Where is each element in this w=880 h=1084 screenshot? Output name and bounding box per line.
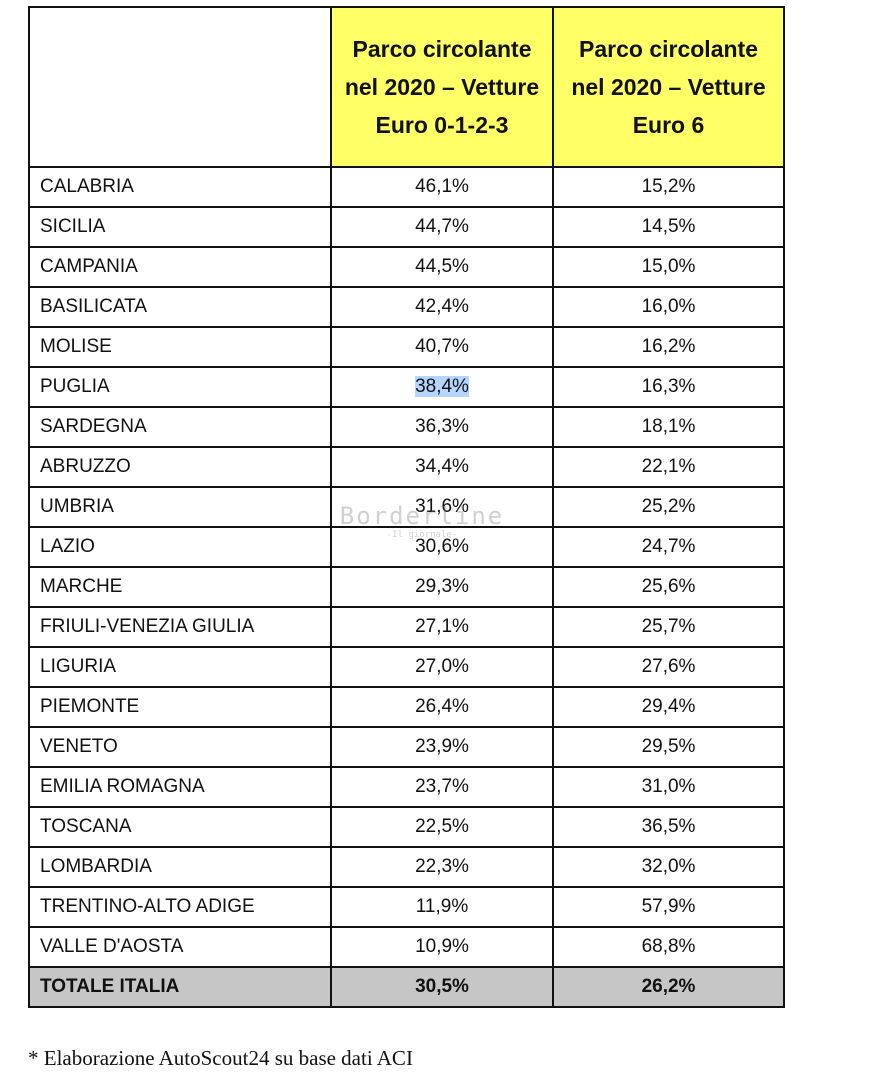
table-cell: PUGLIA — [28, 366, 332, 408]
table-row: TOSCANA 22,5% 36,5% — [28, 806, 785, 848]
table-cell: 27,1% — [330, 606, 554, 648]
table-cell: 22,3% — [330, 846, 554, 888]
table-cell: 31,6% — [330, 486, 554, 528]
table-cell: 14,5% — [552, 206, 785, 248]
table-cell: UMBRIA — [28, 486, 332, 528]
table-row: TRENTINO-ALTO ADIGE 11,9% 57,9% — [28, 886, 785, 928]
table-cell: 25,6% — [552, 566, 785, 608]
table-cell: 11,9% — [330, 886, 554, 928]
table-cell: 18,1% — [552, 406, 785, 448]
table-cell: 32,0% — [552, 846, 785, 888]
table-cell: LIGURIA — [28, 646, 332, 688]
table-cell: 25,2% — [552, 486, 785, 528]
header-cell: Parco circolante nel 2020 – Vetture Euro… — [330, 6, 554, 168]
table-cell: TRENTINO-ALTO ADIGE — [28, 886, 332, 928]
table-cell: 15,2% — [552, 166, 785, 208]
table-cell: 15,0% — [552, 246, 785, 288]
table-cell: 26,4% — [330, 686, 554, 728]
table-cell: 38,4% — [330, 366, 554, 408]
total-cell: 30,5% — [330, 966, 554, 1008]
table-cell: PIEMONTE — [28, 686, 332, 728]
table-cell: 36,3% — [330, 406, 554, 448]
total-cell: 26,2% — [552, 966, 785, 1008]
footnote: * Elaborazione AutoScout24 su base dati … — [28, 1046, 413, 1070]
table-cell: 10,9% — [330, 926, 554, 968]
table-row: MOLISE 40,7% 16,2% — [28, 326, 785, 368]
table-cell: 36,5% — [552, 806, 785, 848]
table-cell: TOSCANA — [28, 806, 332, 848]
table-cell: MARCHE — [28, 566, 332, 608]
table-row: LAZIO 30,6% 24,7% — [28, 526, 785, 568]
table-cell: 34,4% — [330, 446, 554, 488]
header-cell — [28, 6, 332, 168]
table-cell: 16,0% — [552, 286, 785, 328]
table-cell: CALABRIA — [28, 166, 332, 208]
table-cell: 40,7% — [330, 326, 554, 368]
selected-text: 38,4% — [415, 376, 469, 397]
table-cell: 42,4% — [330, 286, 554, 328]
header-row: Parco circolante nel 2020 – Vetture Euro… — [28, 6, 785, 168]
table-cell: BASILICATA — [28, 286, 332, 328]
table-row: UMBRIA 31,6% 25,2% — [28, 486, 785, 528]
table-cell: MOLISE — [28, 326, 332, 368]
table-cell: CAMPANIA — [28, 246, 332, 288]
table-row: SARDEGNA 36,3% 18,1% — [28, 406, 785, 448]
table-cell: 25,7% — [552, 606, 785, 648]
table-cell: 22,5% — [330, 806, 554, 848]
table-cell: 29,3% — [330, 566, 554, 608]
table-cell: 16,3% — [552, 366, 785, 408]
table-cell: 23,7% — [330, 766, 554, 808]
table-cell: LOMBARDIA — [28, 846, 332, 888]
table-cell: SICILIA — [28, 206, 332, 248]
table-body: CALABRIA 46,1% 15,2% SICILIA 44,7% 14,5% CAMPA… — [28, 166, 785, 1008]
table-cell: 57,9% — [552, 886, 785, 928]
table-cell: LAZIO — [28, 526, 332, 568]
table-row: VALLE D'AOSTA 10,9% 68,8% — [28, 926, 785, 968]
table-cell: VENETO — [28, 726, 332, 768]
table-row: PUGLIA 38,4% 16,3% — [28, 366, 785, 408]
table-cell: 46,1% — [330, 166, 554, 208]
table-row: MARCHE 29,3% 25,6% — [28, 566, 785, 608]
table-cell: 29,5% — [552, 726, 785, 768]
table-cell: 44,5% — [330, 246, 554, 288]
table-row: CAMPANIA 44,5% 15,0% — [28, 246, 785, 288]
table-row: CALABRIA 46,1% 15,2% — [28, 166, 785, 208]
table-cell: 30,6% — [330, 526, 554, 568]
header-cell: Parco circolante nel 2020 – Vetture Euro… — [552, 6, 785, 168]
table-cell: ABRUZZO — [28, 446, 332, 488]
table-cell: 27,0% — [330, 646, 554, 688]
table-cell: 68,8% — [552, 926, 785, 968]
table-row: FRIULI-VENEZIA GIULIA 27,1% 25,7% — [28, 606, 785, 648]
total-cell: TOTALE ITALIA — [28, 966, 332, 1008]
table-row: VENETO 23,9% 29,5% — [28, 726, 785, 768]
table-row: EMILIA ROMAGNA 23,7% 31,0% — [28, 766, 785, 808]
table-cell: VALLE D'AOSTA — [28, 926, 332, 968]
table-row: LIGURIA 27,0% 27,6% — [28, 646, 785, 688]
table-cell: 31,0% — [552, 766, 785, 808]
table-cell: SARDEGNA — [28, 406, 332, 448]
table-row: PIEMONTE 26,4% 29,4% — [28, 686, 785, 728]
table-row: LOMBARDIA 22,3% 32,0% — [28, 846, 785, 888]
data-table: Parco circolante nel 2020 – Vetture Euro… — [28, 6, 785, 1008]
table-cell: 44,7% — [330, 206, 554, 248]
table-cell: 23,9% — [330, 726, 554, 768]
table-cell: FRIULI-VENEZIA GIULIA — [28, 606, 332, 648]
table-cell: 24,7% — [552, 526, 785, 568]
table-cell: EMILIA ROMAGNA — [28, 766, 332, 808]
table-cell: 29,4% — [552, 686, 785, 728]
total-row: TOTALE ITALIA 30,5% 26,2% — [28, 966, 785, 1008]
table-row: BASILICATA 42,4% 16,0% — [28, 286, 785, 328]
table-cell: 16,2% — [552, 326, 785, 368]
table-row: SICILIA 44,7% 14,5% — [28, 206, 785, 248]
table-cell: 27,6% — [552, 646, 785, 688]
table-cell: 22,1% — [552, 446, 785, 488]
table-row: ABRUZZO 34,4% 22,1% — [28, 446, 785, 488]
